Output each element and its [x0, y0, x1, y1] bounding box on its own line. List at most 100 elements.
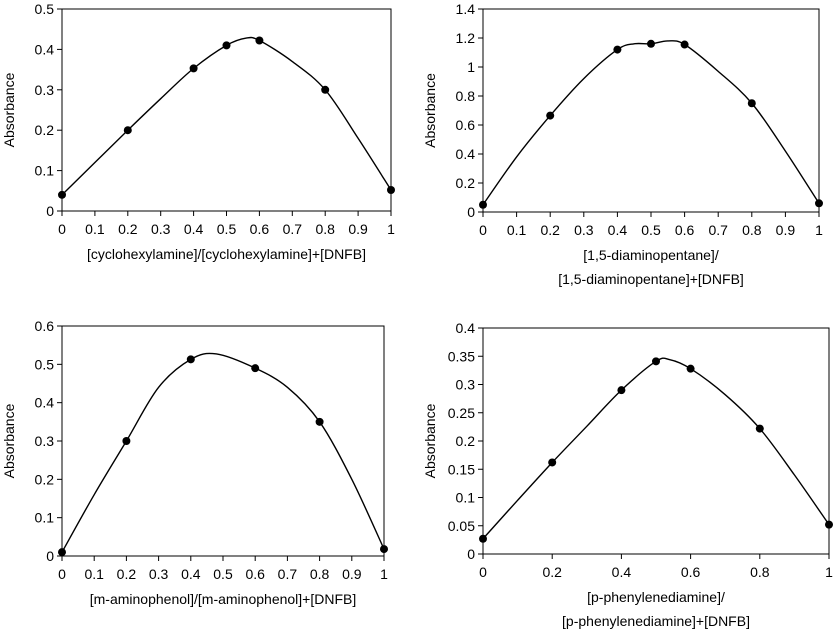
series-line — [61, 352, 385, 553]
y-tick-label: 0 — [46, 203, 54, 219]
y-tick-label: 1.4 — [456, 1, 476, 17]
x-tick-label: 0.3 — [149, 566, 169, 582]
x-tick-label: 0.8 — [750, 564, 770, 580]
data-point — [58, 548, 66, 557]
data-point — [647, 39, 655, 48]
y-tick-label: 0 — [467, 204, 475, 220]
data-point — [548, 458, 557, 467]
y-tick-label: 0.05 — [448, 518, 475, 534]
x-tick-label: 0.1 — [507, 222, 527, 238]
y-tick-label: 0.2 — [35, 122, 55, 138]
series-line — [61, 36, 392, 196]
data-point — [680, 40, 689, 49]
x-tick-label: 0.5 — [641, 222, 661, 238]
y-axis-label: Absorbance — [1, 72, 17, 147]
data-point — [815, 199, 823, 208]
data-point — [255, 36, 264, 45]
x-tick-label: 0 — [58, 566, 66, 582]
y-tick-label: 0.4 — [456, 146, 476, 162]
data-point — [617, 386, 626, 395]
data-point — [122, 437, 131, 445]
x-tick-label: 0.5 — [217, 221, 237, 237]
x-axis-label: [m-aminophenol]/[m-aminophenol]+[DNFB] — [90, 591, 357, 607]
x-tick-label: 0.4 — [612, 564, 632, 580]
x-tick-label: 0 — [479, 222, 487, 238]
x-tick-label: 0.2 — [118, 221, 138, 237]
chart-4: 0 0.05 0.1 0.15 0.2 0.25 0.3 0.35 0.4 0 0.2 0.4 0.6 0… — [422, 320, 833, 629]
y-tick-label: 0.6 — [35, 318, 55, 334]
data-point — [251, 364, 260, 373]
y-tick-label: 0.2 — [456, 433, 476, 449]
x-tick-label: 0 — [58, 221, 66, 237]
x-axis-label: [p-phenylenediamine]/ — [587, 589, 725, 605]
y-tick-label: 0.3 — [35, 82, 55, 98]
x-axis-label: [cyclohexylamine]/[cyclohexylamine]+[DNF… — [87, 246, 366, 262]
data-point — [58, 190, 66, 199]
x-tick-label: 0.9 — [342, 566, 362, 582]
y-tick-label: 0.1 — [456, 490, 476, 506]
x-axis-label: [1,5-diaminopentane]/ — [583, 247, 719, 263]
y-tick-label: 0.5 — [35, 1, 55, 17]
data-point — [222, 41, 231, 50]
y-tick-label: 0.6 — [456, 117, 476, 133]
x-tick-label: 0.6 — [250, 221, 270, 237]
x-axis-label: [p-phenylenediamine]+[DNFB] — [562, 613, 750, 629]
x-tick-label: 0.6 — [681, 564, 701, 580]
data-point — [387, 185, 395, 194]
x-tick-label: 1 — [815, 222, 823, 238]
y-tick-label: 0.3 — [456, 377, 476, 393]
data-point — [613, 45, 622, 54]
data-point — [825, 520, 833, 529]
y-tick-label: 0.4 — [35, 395, 55, 411]
data-point — [686, 364, 695, 373]
data-point — [479, 534, 487, 543]
y-tick-label: 0.5 — [35, 356, 55, 372]
x-tick-label: 0.1 — [84, 566, 104, 582]
series-line — [482, 357, 830, 540]
x-tick-label: 0.1 — [85, 221, 105, 237]
data-point — [186, 355, 195, 364]
y-axis-label: Absorbance — [1, 403, 17, 478]
x-tick-label: 0.8 — [742, 222, 762, 238]
y-tick-label: 0.3 — [35, 433, 55, 449]
y-tick-label: 0.8 — [456, 88, 476, 104]
plot-area-frame — [61, 8, 392, 212]
y-tick-label: 0.4 — [35, 41, 55, 57]
series-line — [482, 40, 820, 206]
x-tick-label: 0.7 — [283, 221, 303, 237]
x-tick-label: 0.6 — [245, 566, 265, 582]
y-tick-label: 0 — [46, 548, 54, 564]
x-tick-label: 1 — [380, 566, 388, 582]
data-point — [479, 200, 487, 209]
y-axis-label: Absorbance — [422, 73, 438, 148]
data-point — [652, 357, 660, 366]
x-tick-label: 1 — [825, 564, 833, 580]
data-point — [755, 424, 764, 433]
x-tick-label: 0.7 — [278, 566, 298, 582]
x-tick-label: 0.9 — [776, 222, 796, 238]
x-tick-label: 0.7 — [708, 222, 728, 238]
y-tick-label: 0 — [467, 546, 475, 562]
x-tick-label: 0.2 — [117, 566, 137, 582]
y-tick-label: 0.1 — [35, 510, 55, 526]
y-tick-label: 0.35 — [448, 348, 475, 364]
plot-area-frame — [482, 8, 820, 213]
y-tick-label: 0.2 — [35, 471, 55, 487]
chart-3: 0 0.1 0.2 0.3 0.4 0.5 0.6 0 0.1 0.2 0.3 0.4 0.5 0.6 0.… — [1, 318, 388, 607]
y-axis-label: Absorbance — [422, 403, 438, 478]
plot-area-frame — [61, 325, 385, 557]
data-point — [546, 111, 555, 120]
x-tick-label: 0.8 — [310, 566, 330, 582]
y-tick-label: 1.2 — [456, 30, 476, 46]
x-tick-label: 0.4 — [181, 566, 201, 582]
data-point — [321, 85, 330, 94]
x-tick-label: 1 — [387, 221, 395, 237]
x-axis-label: [1,5-diaminopentane]+[DNFB] — [558, 271, 744, 287]
x-tick-label: 0.2 — [542, 564, 562, 580]
y-tick-label: 0.4 — [456, 320, 476, 336]
y-tick-label: 0.25 — [448, 405, 475, 421]
y-tick-label: 0.15 — [448, 461, 475, 477]
x-tick-label: 0.5 — [213, 566, 233, 582]
